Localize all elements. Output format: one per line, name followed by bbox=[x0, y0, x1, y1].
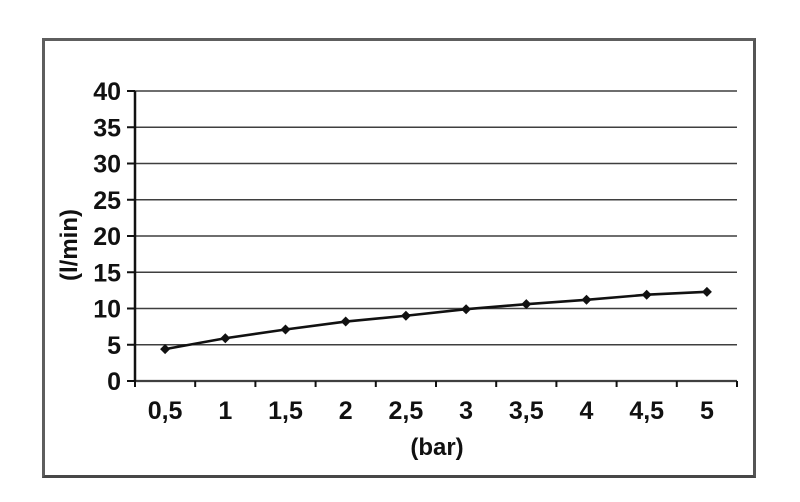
series-line bbox=[164, 290, 707, 351]
y-tick-label: 15 bbox=[93, 259, 121, 287]
data-point-marker bbox=[340, 316, 351, 327]
y-tick-label: 35 bbox=[93, 114, 121, 142]
x-tick-label: 3 bbox=[459, 397, 473, 425]
x-tick-label: 5 bbox=[700, 397, 714, 425]
y-tick-label: 0 bbox=[107, 368, 121, 396]
y-tick-label: 5 bbox=[107, 332, 121, 360]
x-tick-label: 3,5 bbox=[509, 397, 544, 425]
data-point-marker bbox=[521, 299, 532, 310]
data-point-marker bbox=[220, 333, 231, 344]
y-tick-label: 30 bbox=[93, 151, 121, 179]
x-axis-title: (bar) bbox=[410, 434, 464, 461]
data-point-marker bbox=[400, 310, 411, 321]
data-point-marker bbox=[581, 294, 592, 305]
x-tick-label: 4 bbox=[580, 397, 594, 425]
chart-frame: 0 5 10 15 20 25 30 35 40 0,5 1 1,5 2 2,5 3 3,5 4 4,5 5 (l/… bbox=[42, 38, 756, 478]
data-point-marker bbox=[641, 289, 652, 300]
x-tick-label: 0,5 bbox=[148, 397, 183, 425]
y-tick-label: 40 bbox=[93, 78, 121, 106]
y-axis-title: (l/min) bbox=[56, 209, 83, 281]
y-tick-label: 25 bbox=[93, 187, 121, 215]
x-tick-label: 2,5 bbox=[389, 397, 424, 425]
x-tick-label: 2 bbox=[339, 397, 353, 425]
data-point-marker bbox=[160, 344, 171, 355]
x-tick-label: 4,5 bbox=[629, 397, 664, 425]
data-point-marker bbox=[461, 304, 472, 315]
y-tick-label: 10 bbox=[93, 296, 121, 324]
data-point-marker bbox=[280, 324, 291, 335]
flow-vs-pressure-chart: 0 5 10 15 20 25 30 35 40 0,5 1 1,5 2 2,5 3 3,5 4 4,5 5 bbox=[93, 78, 738, 425]
y-tick-label: 20 bbox=[93, 223, 121, 251]
x-tick-label: 1,5 bbox=[268, 397, 303, 425]
x-tick-label: 1 bbox=[218, 397, 232, 425]
data-point-marker bbox=[701, 286, 712, 297]
